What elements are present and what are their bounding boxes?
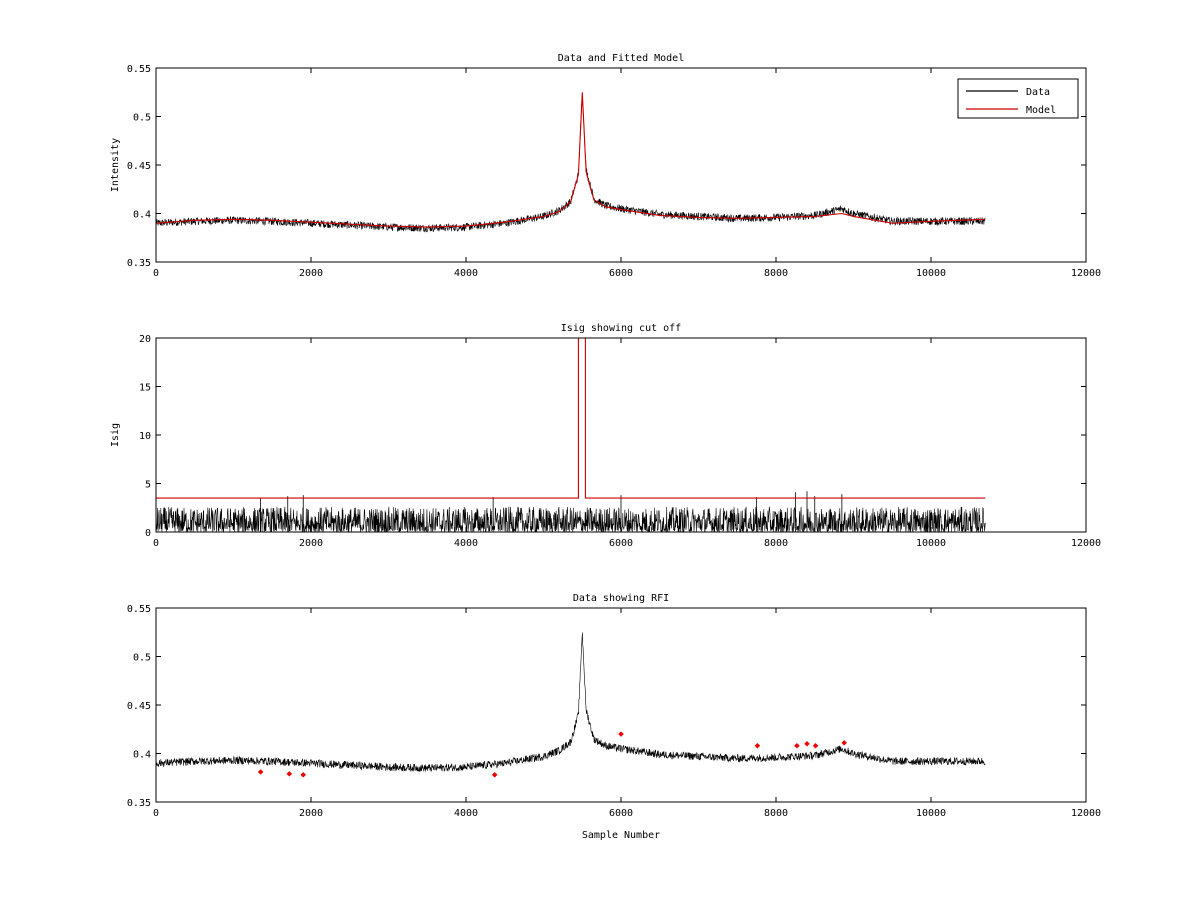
y-tick-label: 15 [139,383,151,394]
rfi-point [491,771,498,778]
x-tick-label: 6000 [609,538,633,549]
x-tick-label: 2000 [299,808,323,819]
series-line-1 [156,338,986,499]
chart-isig-cut-off: 0 2000 4000 6000 8000 10000 12000 0 5 10 15 20 Isig … [110,323,1101,549]
x-tick-label: 4000 [454,268,478,279]
x-tick-label: 8000 [764,538,788,549]
rfi-point [841,739,848,746]
y-tick-label: 0.45 [127,161,151,172]
y-tick-label: 0.35 [127,258,151,269]
y-tick-label: 0 [145,528,151,539]
series-line-0 [156,632,986,772]
x-tick-label: 4000 [454,808,478,819]
legend-label: Data [1026,87,1050,98]
y-tick-label: 0.4 [133,210,151,221]
x-tick-label: 0 [153,808,159,819]
y-tick-label: 0.5 [133,113,151,124]
y-tick-label: 5 [145,480,151,491]
y-tick-label: 0.5 [133,653,151,664]
x-tick-label: 10000 [916,808,946,819]
x-tick-label: 10000 [916,538,946,549]
x-tick-label: 0 [153,538,159,549]
legend-box [957,78,1079,119]
rfi-point [286,771,293,777]
series-line-1 [156,92,986,228]
series-line-0 [156,98,986,233]
plot-area [156,338,986,532]
x-tick-label: 8000 [764,268,788,279]
x-tick-label: 6000 [609,268,633,279]
x-tick-label: 0 [153,268,159,279]
legend: Data Model [957,78,1079,119]
axes-frame [155,607,1087,803]
rfi-point [300,771,307,778]
y-tick-label: 0.55 [127,64,151,75]
y-tick-label: 10 [139,431,151,442]
axes-frame [155,67,1087,263]
chart-data-and-fitted-model: 0 2000 4000 6000 8000 10000 12000 0.35 0.4 0.45 0.… [110,53,1101,279]
x-tick-label: 4000 [454,538,478,549]
rfi-point [812,742,819,749]
y-tick-label: 0.45 [127,701,151,712]
x-tick-label: 2000 [299,538,323,549]
chart-title: Data and Fitted Model [558,53,684,64]
rfi-point [754,742,761,749]
y-tick-label: 0.55 [127,604,151,615]
rfi-point [794,742,800,749]
x-axis-label: Sample Number [582,830,660,841]
chart-data-showing-rfi: 0 2000 4000 6000 8000 10000 12000 0.35 0.4 0.45 0.… [127,593,1101,841]
x-tick-label: 10000 [916,268,946,279]
plot-area [156,92,986,233]
y-tick-label: 20 [139,334,151,345]
plot-area [156,632,986,778]
legend-label: Model [1026,105,1056,116]
x-tick-label: 12000 [1071,268,1101,279]
y-axis-label: Isig [110,423,121,447]
rfi-point [257,769,264,775]
rfi-point [804,740,810,747]
rfi-point [618,731,624,737]
y-tick-label: 0.35 [127,798,151,809]
y-axis-label: Intensity [110,138,121,192]
x-tick-label: 6000 [609,808,633,819]
chart-title: Isig showing cut off [561,323,681,334]
x-tick-label: 12000 [1071,808,1101,819]
series-line-0 [156,506,986,532]
x-tick-label: 12000 [1071,538,1101,549]
chart-title: Data showing RFI [573,593,669,604]
x-tick-label: 8000 [764,808,788,819]
x-tick-label: 2000 [299,268,323,279]
y-tick-label: 0.4 [133,750,151,761]
